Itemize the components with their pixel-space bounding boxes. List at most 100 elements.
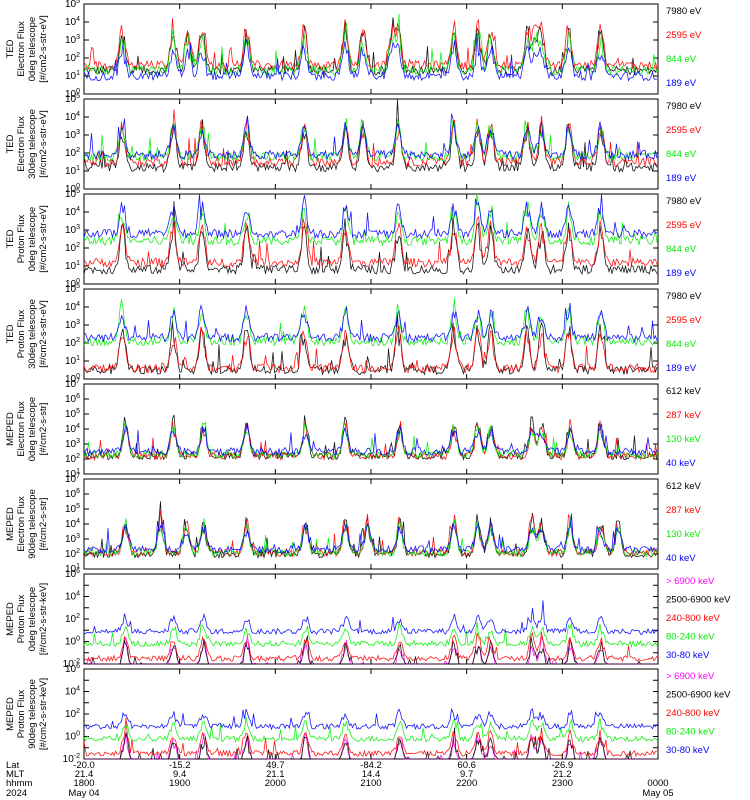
y-axis-label: Proton Flux [16,309,27,358]
y-tick-label: 100 [65,373,80,385]
legend-entry: 7980 eV [666,196,702,207]
legend-entry: 7980 eV [666,101,702,112]
legend-entry: 287 keV [666,410,702,421]
series-line [83,18,658,71]
y-axis-label: [#/cm2-s-str-eV] [38,300,49,368]
legend-entry: 844 eV [666,339,697,350]
y-tick-label: 105 [65,503,80,515]
lat-label: -26.9 [552,760,574,771]
y-axis-label: 30deg telescope [27,299,38,369]
y-tick-label: 104 [65,206,80,218]
legend-entry: 30-80 keV [666,650,710,661]
y-tick-label: 106 [65,568,80,580]
legend-entry: 7980 eV [666,291,702,302]
y-axis-label: 0deg telescope [27,17,38,81]
series-line [83,423,658,457]
legend-entry: 80-240 keV [666,632,715,643]
lat-label: -15.2 [169,760,191,771]
series-line [83,600,658,636]
y-tick-label: 10-2 [63,753,80,765]
y-tick-label: 102 [65,613,80,625]
series-line [83,99,658,174]
y-axis-label: [#/cm2-s-str-keV] [38,583,49,655]
legend-entry: 2595 eV [666,220,702,231]
y-tick-label: 100 [65,636,80,648]
y-axis-label: TED [5,324,16,343]
y-axis-label: Electron Flux [16,401,27,457]
series-line [83,201,658,276]
y-tick-label: 104 [65,16,80,28]
legend-entry: 189 eV [666,268,697,279]
y-axis-label: Electron Flux [16,496,27,552]
y-tick-label: 105 [65,188,80,200]
legend-entry: 612 keV [666,481,702,492]
y-tick-label: 105 [65,0,80,10]
y-axis-label: [#/cm2-s-str] [38,498,49,551]
y-tick-label: 102 [65,337,80,349]
series-line [83,418,658,462]
y-tick-label: 105 [65,93,80,105]
y-tick-label: 100 [65,731,80,743]
x-row-label: Lat [6,760,20,771]
mlt-label: 21.4 [75,769,94,780]
legend-entry: 2595 eV [666,315,702,326]
y-axis-label: [#/cm2-s-str-keV] [38,678,49,750]
series-line [83,193,658,247]
y-tick-label: 103 [65,224,80,236]
y-tick-label: 104 [65,301,80,313]
y-axis-label: TED [5,229,16,248]
y-tick-label: 106 [65,663,80,675]
legend-entry: 40 keV [666,553,696,564]
y-tick-label: 105 [65,408,80,420]
y-tick-label: 105 [65,283,80,295]
y-tick-label: 101 [65,563,80,575]
y-tick-label: 100 [65,88,80,100]
series-line [83,325,658,375]
series-line [83,215,658,269]
legend-entry: > 6900 keV [666,671,715,682]
legend-entry: 844 eV [666,244,697,255]
y-tick-label: 103 [65,34,80,46]
y-axis-label: MEPED [5,602,16,636]
legend-entry: 40 keV [666,458,696,469]
panel-frame [83,288,659,380]
y-tick-label: 102 [65,242,80,254]
panel-4: 100 101 102 103 104 105 TED Proton Flux 30deg te… [5,283,702,385]
series-line [83,716,658,743]
y-tick-label: 101 [65,355,80,367]
panel-1: 100 101 102 103 104 105 TED Electron Flux 0deg t… [5,0,702,100]
series-line [83,516,658,558]
y-axis-label: Proton Flux [16,689,27,738]
legend-entry: > 6900 keV [666,576,715,587]
series-line [83,421,658,460]
y-tick-label: 104 [65,591,80,603]
x-row-label: hhmm [6,778,32,789]
y-tick-label: 106 [65,393,80,405]
y-axis-label: [#/cm2-s-str-eV] [38,15,49,83]
hhmm-label: 1900 [169,778,190,789]
y-tick-label: 101 [65,70,80,82]
hhmm-label: 0000 [647,778,668,789]
hhmm-label: 2200 [456,778,477,789]
y-tick-label: 102 [65,147,80,159]
legend-entry: 189 eV [666,173,697,184]
series-line [83,117,658,162]
x-row-label: MLT [6,769,24,780]
series-line [83,622,658,648]
legend-entry: 612 keV [666,386,702,397]
legend-entry: 2500-6900 keV [666,595,731,606]
y-tick-label: 102 [65,52,80,64]
series-line [84,302,658,344]
panel-8: 10-2 100 102 104 106 MEPED Proton Flux 90deg te… [5,663,731,765]
date-label: May 05 [642,788,673,799]
y-axis-label: MEPED [5,697,16,731]
mlt-label: 21.2 [553,769,572,780]
mlt-label: 9.7 [460,769,473,780]
legend-entry: 80-240 keV [666,727,715,738]
series-line [83,13,658,77]
panel-7: 10-2 100 102 104 106 MEPED Proton Flux 0deg tel… [5,568,731,670]
legend-entry: 7980 eV [666,6,702,17]
series-line [83,631,658,663]
legend-entry: 189 eV [666,363,697,374]
y-axis-label: TED [5,134,16,153]
